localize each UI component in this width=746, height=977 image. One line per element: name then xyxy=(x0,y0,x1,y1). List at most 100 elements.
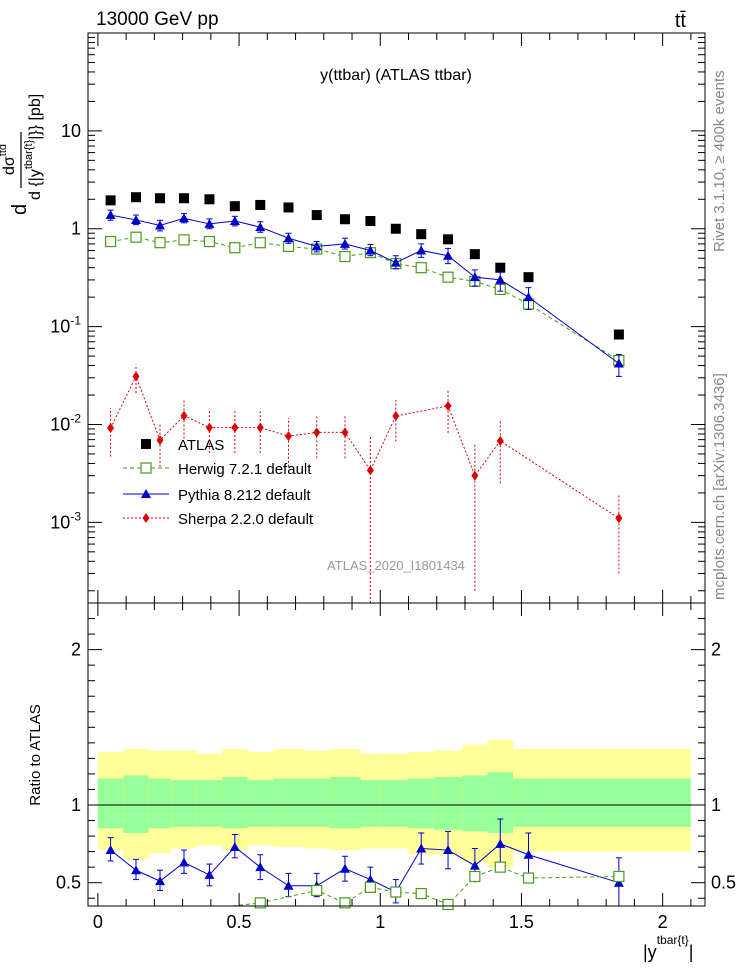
sherpa-point xyxy=(392,411,400,422)
ratio-y-tick-label-left: 0.5 xyxy=(56,873,81,893)
pythia-point xyxy=(339,238,350,248)
legend-pythia-label: Pythia 8.212 default xyxy=(178,487,311,504)
pythia-point xyxy=(365,245,376,255)
ratio-band-inner xyxy=(222,777,248,829)
atlas-point xyxy=(495,262,506,273)
sherpa-point xyxy=(156,435,164,446)
ratio-pythia-point xyxy=(339,863,350,873)
pythia-point xyxy=(283,233,294,243)
ratio-band-inner xyxy=(380,780,409,827)
ratio-x-tick-label: 0.5 xyxy=(227,912,252,932)
ratio-band-inner xyxy=(512,778,545,827)
atlas-point xyxy=(105,195,116,206)
main-y-axis-label-dy: d {|ytbar{t}|}} [pb] xyxy=(23,94,44,200)
ratio-y-axis-label: Ratio to ATLAS xyxy=(27,704,44,805)
ratio-pythia-point xyxy=(131,865,142,875)
ratio-pythia-point xyxy=(255,862,266,872)
ratio-herwig-point xyxy=(254,897,266,909)
sherpa-point xyxy=(496,435,504,446)
atlas-point xyxy=(339,214,350,225)
atlas-point xyxy=(365,215,376,226)
ratio-pythia-point xyxy=(365,874,376,884)
atlas-point xyxy=(204,194,215,205)
ratio-band-inner xyxy=(360,780,381,827)
main-y-axis-label-d: d xyxy=(9,204,31,215)
herwig-point xyxy=(229,242,241,254)
legend-atlas-label: ATLAS xyxy=(178,437,224,454)
ratio-pythia-point xyxy=(229,841,240,851)
sherpa-point xyxy=(284,431,292,442)
ratio-band-inner xyxy=(408,778,434,829)
ratio-herwig-point xyxy=(522,872,535,884)
main-y-tick-label: 10-3 xyxy=(50,509,81,532)
sherpa-point xyxy=(180,410,188,421)
ratio-pythia-point xyxy=(204,869,215,879)
atlas-point xyxy=(390,223,401,234)
atlas-point xyxy=(613,329,624,340)
ratio-pythia-point xyxy=(469,860,480,870)
atlas-point xyxy=(229,201,240,212)
ratio-herwig-point xyxy=(390,886,402,898)
herwig-point xyxy=(442,271,454,283)
sherpa-point xyxy=(107,423,115,434)
sherpa-point xyxy=(313,427,321,438)
ratio-band-inner xyxy=(247,780,273,827)
legend-sherpa-marker xyxy=(142,513,150,523)
ratio-band-inner xyxy=(544,778,691,827)
legend-herwig-label: Herwig 7.2.1 default xyxy=(178,461,312,478)
ratio-herwig-point xyxy=(469,870,481,883)
ratio-x-tick-label: 1.5 xyxy=(509,912,534,932)
ratio-y-tick-label-left: 1 xyxy=(71,795,81,815)
atlas-point xyxy=(443,234,454,245)
ratio-y-tick-label-left: 2 xyxy=(71,640,81,660)
mcplots-label: mcplots.cern.ch [arXiv:1306.3436] xyxy=(711,373,728,600)
pythia-point xyxy=(443,250,454,260)
ratio-pythia-point xyxy=(523,849,534,859)
pythia-point xyxy=(416,245,427,255)
ratio-y-tick-label-right: 2 xyxy=(711,640,721,660)
legend-sherpa-label: Sherpa 2.2.0 default xyxy=(178,511,314,528)
ratio-herwig-point xyxy=(494,861,506,873)
sherpa-point xyxy=(256,422,264,433)
herwig-line xyxy=(110,236,620,361)
sherpa-point xyxy=(205,422,213,433)
sherpa-point xyxy=(471,470,479,481)
atlas-point xyxy=(469,249,480,260)
atlas-point xyxy=(283,202,294,213)
ratio-pythia-point xyxy=(495,838,506,848)
main-y-axis-label: d dσttd d {|ytbar{t}|}} [pb] xyxy=(0,94,44,215)
atlas-point xyxy=(155,193,166,204)
pythia-point xyxy=(495,274,506,284)
main-y-tick-label: 10-1 xyxy=(50,314,81,337)
rivet-version-label: Rivet 3.1.10, ≥ 400k events xyxy=(711,70,728,252)
legend-herwig-marker xyxy=(140,462,152,474)
pythia-point xyxy=(613,358,624,368)
ratio-pythia-point xyxy=(155,876,166,886)
ratio-band-inner xyxy=(196,780,223,827)
herwig-point xyxy=(254,237,266,249)
ratio-x-tick-label: 2 xyxy=(658,912,668,932)
pythia-point xyxy=(105,210,116,220)
sherpa-line xyxy=(110,375,620,519)
pythia-point xyxy=(229,215,240,225)
ratio-x-axis-label: |ytbar{t}| xyxy=(643,933,693,962)
sherpa-point xyxy=(231,422,239,433)
header-energy-label: 13000 GeV pp xyxy=(96,9,219,30)
main-plot: y(ttbar) (ATLAS ttbar) ATLAS_2020_I18014… xyxy=(0,32,706,604)
ratio-herwig-point xyxy=(339,897,351,909)
ratio-herwig-point xyxy=(415,887,427,900)
ratio-herwig-point xyxy=(613,870,625,883)
ratio-herwig-point xyxy=(364,881,376,893)
ratio-x-tick-label: 0 xyxy=(93,912,103,932)
herwig-point xyxy=(130,231,142,243)
ratio-y-tick-label-right: 1 xyxy=(711,795,721,815)
pythia-point xyxy=(255,222,266,232)
atlas-point xyxy=(131,192,142,203)
pythia-point xyxy=(311,241,322,251)
ratio-pythia-point xyxy=(443,845,454,855)
sherpa-point xyxy=(132,371,140,382)
sherpa-point xyxy=(366,465,374,476)
plot-title: y(ttbar) (ATLAS ttbar) xyxy=(320,67,472,84)
ratio-x-axis-label-text: |ytbar{t}| xyxy=(643,933,693,962)
